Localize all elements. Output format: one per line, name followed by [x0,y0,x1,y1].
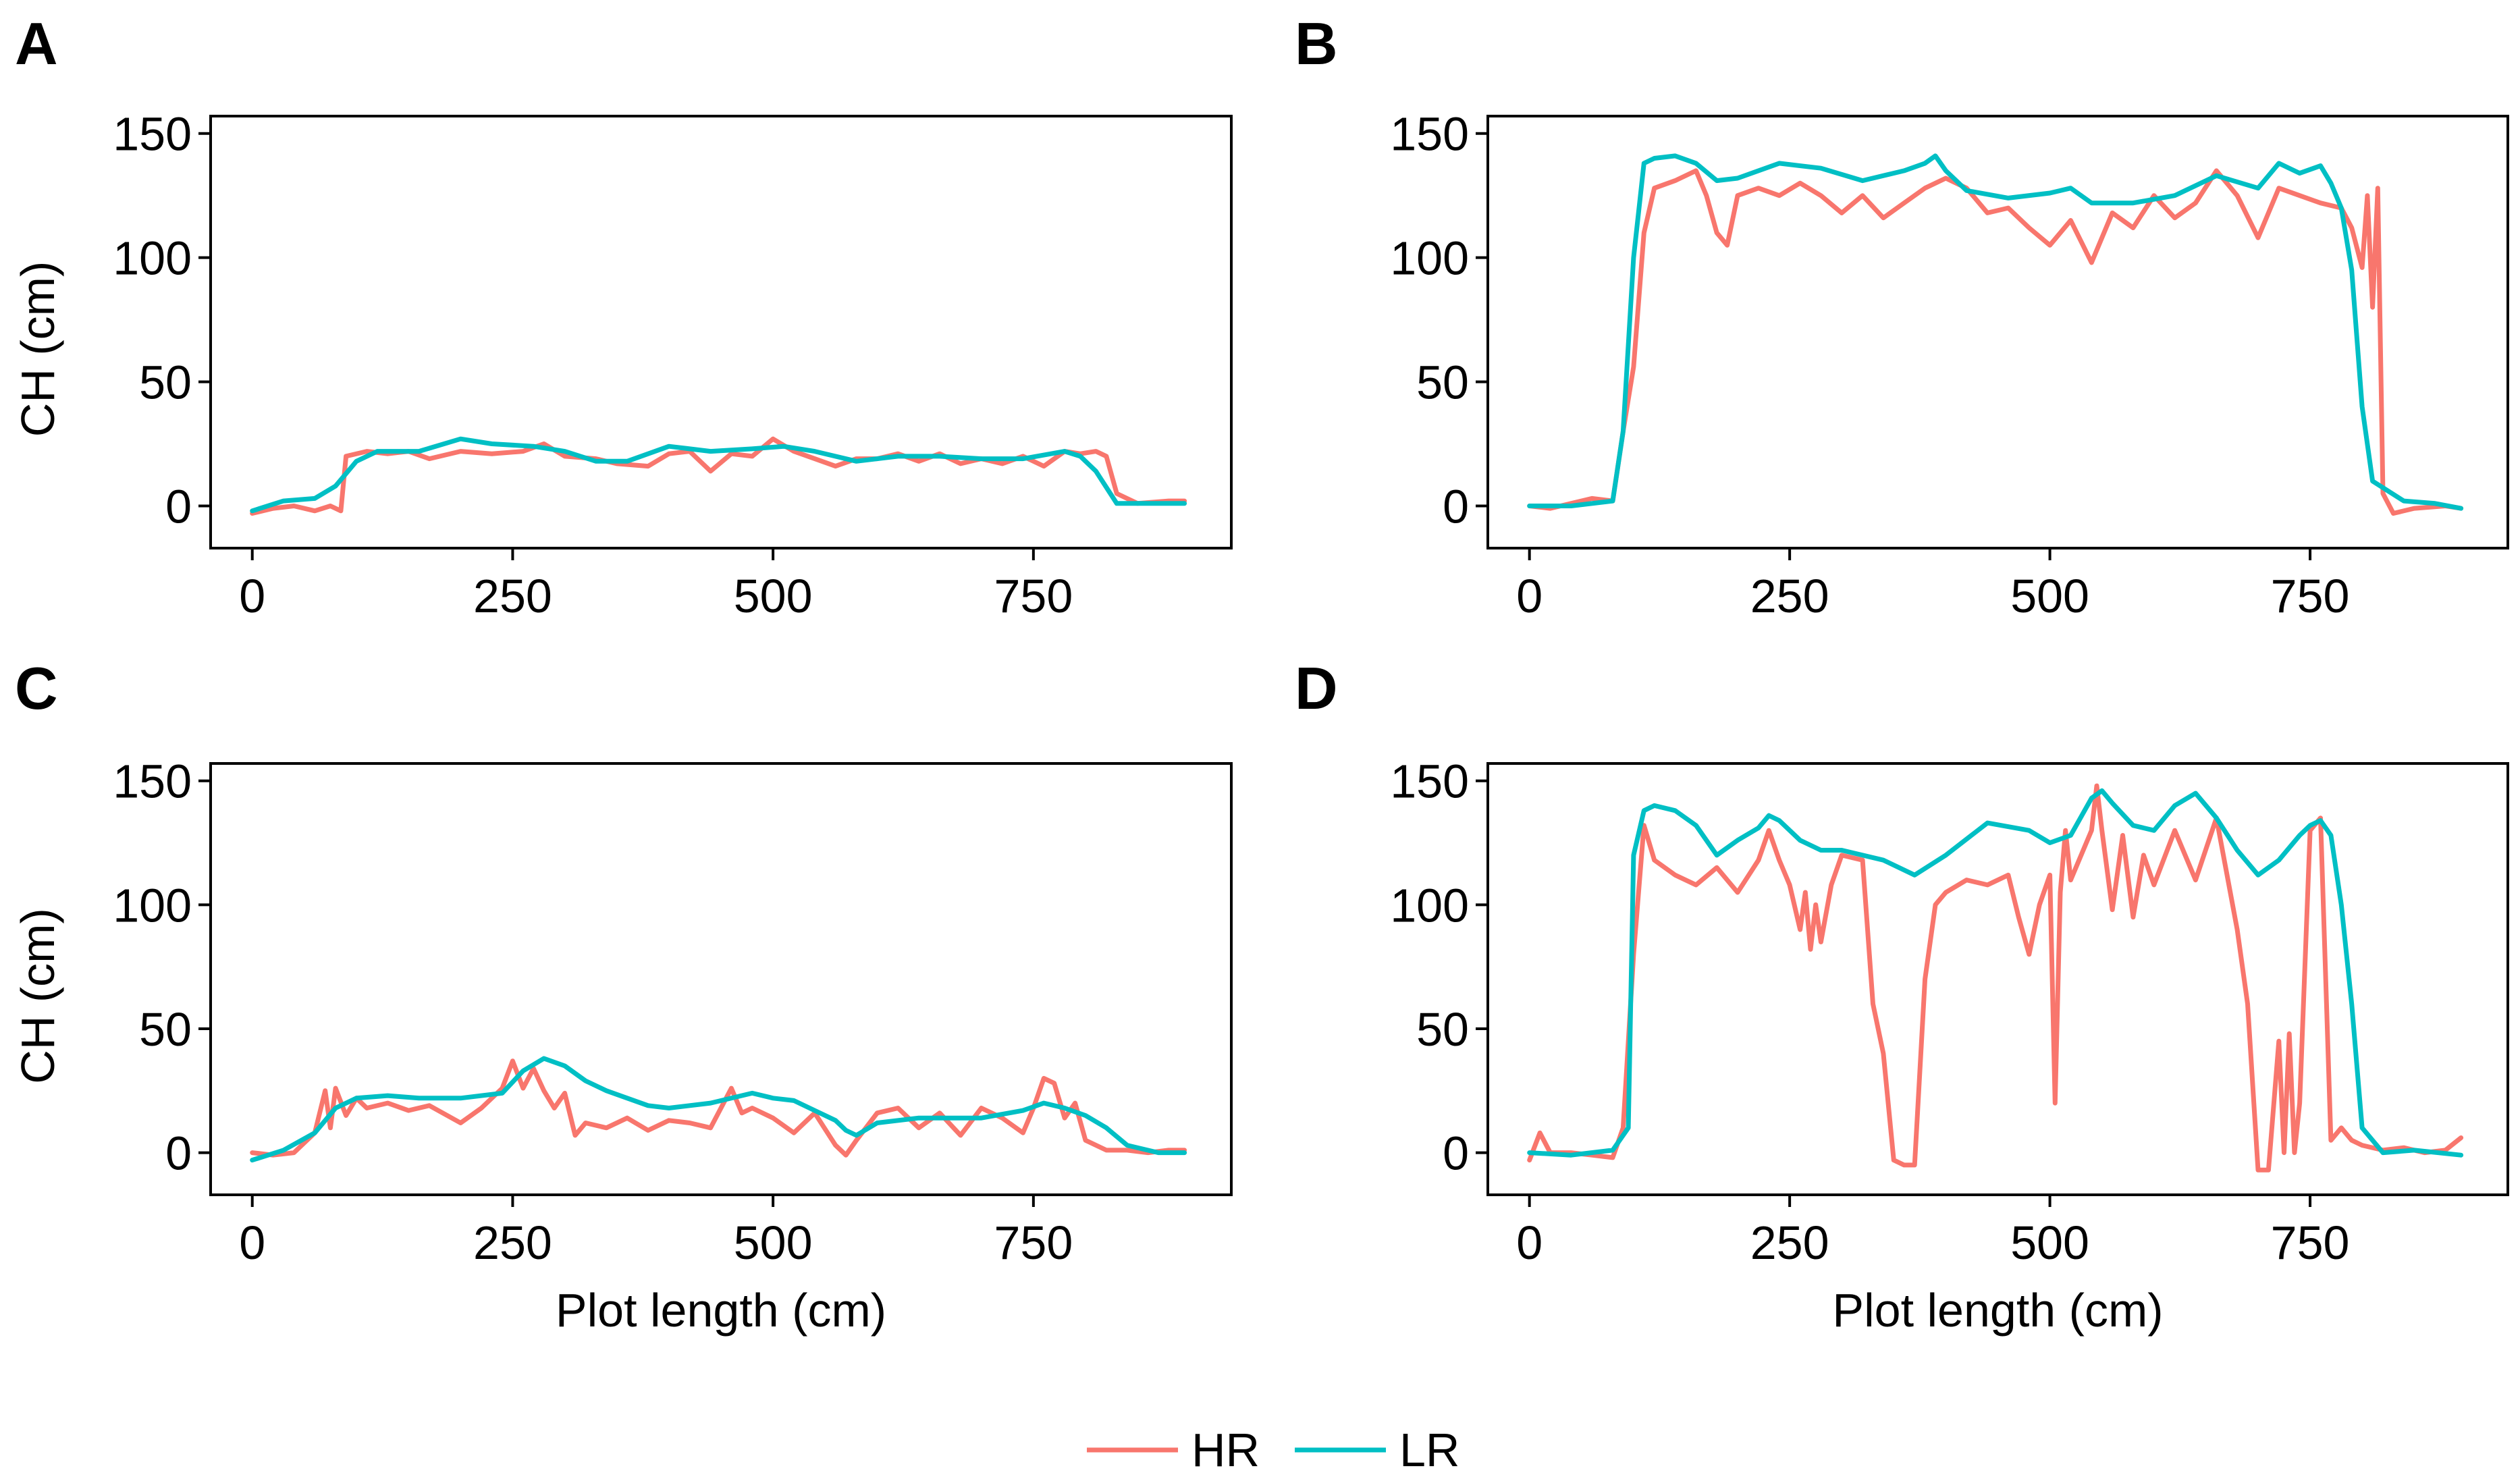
series-group [250,1056,1187,1163]
x-tick-label: 250 [1750,570,1829,622]
series-group [250,436,1187,516]
x-tick-label: 0 [239,1216,265,1269]
x-tick-label: 500 [734,570,813,622]
legend-item-hr: HR [1087,1424,1260,1476]
x-tick-label: 750 [994,1216,1073,1269]
y-tick-label: 0 [165,480,192,533]
x-tick-label: 750 [994,570,1073,622]
y-tick-label: 50 [139,1003,192,1056]
legend-item-lr: LR [1295,1424,1459,1476]
series-group [1527,783,2464,1173]
y-tick-label: 50 [1416,356,1469,409]
x-tick-label: 250 [1750,1216,1829,1269]
y-tick-label: 100 [113,879,192,932]
y-tick-label: 150 [113,755,192,808]
series-line-lr [1527,153,2464,511]
y-tick-label: 0 [1443,1127,1469,1180]
legend: HR LR [1087,1424,1459,1476]
panel-a: A 0 250 500 750 0 50 100 150 CH (cm) [11,10,1233,622]
series-group [1527,153,2464,516]
panel-border [1486,115,2509,549]
y-tick-label: 100 [1390,232,1469,285]
x-tick-label: 500 [2010,1216,2089,1269]
panel-d: D 0 250 500 750 0 50 100 150 Plot length (cm) [1295,655,2509,1337]
y-axis-title: CH (cm) [11,261,64,437]
x-tick-label: 750 [2271,1216,2350,1269]
y-tick-label: 0 [1443,480,1469,533]
y-tick-label: 50 [1416,1003,1469,1056]
y-tick-label: 0 [165,1127,192,1180]
y-tick-label: 150 [1390,755,1469,808]
y-tick-label: 100 [113,232,192,285]
series-line-hr [1527,168,2464,516]
series-line-lr [1527,788,2464,1158]
legend-label-hr: HR [1191,1424,1260,1476]
series-line-hr [1527,783,2464,1173]
x-axis-title: Plot length (cm) [556,1284,886,1337]
x-tick-label: 0 [239,570,265,622]
panel-b: B 0 250 500 750 0 50 100 150 [1295,10,2509,622]
panel-tag: D [1295,655,1338,722]
y-tick-label: 150 [113,108,192,161]
series-line-lr [250,436,1187,514]
x-tick-label: 250 [473,1216,552,1269]
panel-tag: B [1295,10,1338,77]
panel-border [209,762,1233,1196]
series-line-lr [250,1056,1187,1163]
panel-border [209,115,1233,549]
x-tick-label: 0 [1516,1216,1543,1269]
y-axis-title: CH (cm) [11,908,64,1083]
x-axis-title: Plot length (cm) [1832,1284,2163,1337]
y-tick-label: 100 [1390,879,1469,932]
legend-label-lr: LR [1399,1424,1459,1476]
x-tick-label: 250 [473,570,552,622]
x-tick-label: 500 [734,1216,813,1269]
x-tick-label: 0 [1516,570,1543,622]
x-tick-label: 500 [2010,570,2089,622]
panel-border [1486,762,2509,1196]
panel-c: C 0 250 500 750 0 50 100 150 CH (cm) Plot length (… [11,655,1233,1337]
panel-tag: C [15,655,58,722]
panel-tag: A [15,10,58,77]
y-tick-label: 150 [1390,108,1469,161]
y-tick-label: 50 [139,356,192,409]
series-line-hr [250,1058,1187,1158]
x-tick-label: 750 [2271,570,2350,622]
